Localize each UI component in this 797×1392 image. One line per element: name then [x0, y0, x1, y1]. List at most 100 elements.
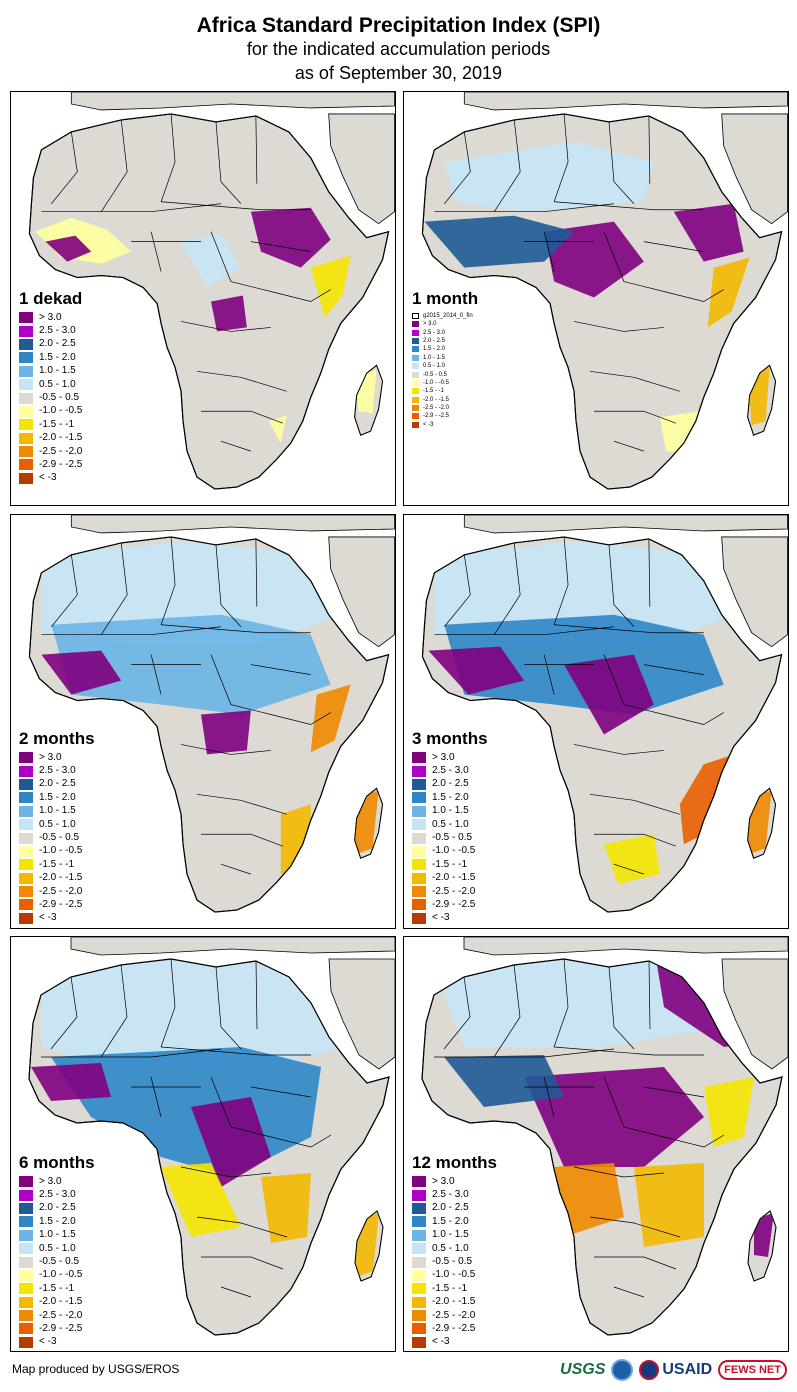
legend-label: 0.5 - 1.0	[432, 818, 469, 830]
country-border	[201, 833, 283, 847]
legend-swatch	[19, 1269, 33, 1281]
country-border	[603, 654, 664, 715]
legend-row: > 3.0	[19, 751, 95, 764]
legend-label: 2.0 - 2.5	[432, 778, 469, 790]
map-panel: 1 dekad > 3.0 2.5 - 3.0 2.0 - 2.5 1.5 - 2.0 1…	[10, 91, 396, 506]
spi-anomaly-patch	[603, 834, 660, 885]
country-border	[161, 201, 311, 211]
noaa-logo	[611, 1359, 634, 1381]
legend-swatch	[412, 819, 426, 831]
legend-label: -0.5 - 0.5	[39, 1256, 80, 1268]
panel-title: 1 dekad	[19, 289, 83, 308]
legend-label: 1.0 - 1.5	[432, 805, 469, 817]
fewsnet-logo: FEWS NET	[718, 1360, 787, 1380]
legend-swatch	[19, 832, 33, 844]
legend-swatch	[412, 371, 419, 378]
legend-label: -2.0 - -1.5	[39, 432, 83, 444]
legend-row: 1.0 - 1.5	[412, 1229, 497, 1242]
country-border	[270, 712, 331, 725]
coastline	[28, 958, 390, 1336]
spi-anomaly-patch	[250, 207, 331, 268]
legend-row: -1.5 - -1	[412, 1282, 497, 1295]
legend-swatch	[19, 365, 33, 377]
legend-row: 1.5 - 2.0	[412, 791, 488, 804]
spi-anomaly-patch	[310, 255, 351, 318]
europe-landmass	[70, 937, 395, 956]
country-border	[643, 664, 704, 675]
legend-label: < -3	[432, 1336, 450, 1348]
country-border	[608, 121, 635, 204]
map-panel: 6 months > 3.0 2.5 - 3.0 2.0 - 2.5 1.5 - 2.0…	[10, 936, 396, 1352]
legend-swatch	[19, 1323, 33, 1335]
legend-label: -2.9 - -2.5	[39, 898, 83, 910]
legend-swatch	[412, 1336, 426, 1348]
spi-anomaly-layer	[31, 959, 379, 1277]
legend-label: 0.5 - 1.0	[39, 1242, 76, 1254]
legend-label: -0.5 - 0.5	[432, 832, 473, 844]
country-border	[160, 1046, 311, 1056]
country-border	[196, 793, 287, 815]
legend-row: -0.5 - 0.5	[19, 1255, 95, 1268]
country-border	[493, 542, 521, 635]
legend-label: 2.0 - 2.5	[39, 778, 76, 790]
legend-swatch	[19, 472, 33, 484]
legend-row: -2.9 - -2.5	[19, 458, 82, 471]
legend-row: -2.5 - -2.0	[19, 1309, 95, 1322]
legend-swatch	[412, 1310, 426, 1322]
legend-swatch	[412, 752, 426, 764]
legend-row: 1.5 - 2.0	[412, 345, 478, 353]
legend-swatch	[412, 1269, 426, 1281]
country-border	[150, 1076, 162, 1118]
legend-swatch	[19, 792, 33, 804]
legend-row: -1.0 - -0.5	[412, 379, 478, 387]
legend-label: -2.5 - -2.0	[432, 885, 476, 897]
spi-anomaly-patch	[754, 1213, 774, 1257]
country-border	[553, 113, 569, 202]
legend-swatch	[412, 421, 419, 428]
country-border	[444, 131, 471, 204]
legend-swatch	[19, 752, 33, 764]
country-border	[161, 624, 311, 634]
legend-label: -2.0 - -1.5	[39, 872, 83, 884]
legend-swatch	[19, 312, 33, 324]
legend-swatch	[19, 805, 33, 817]
country-border	[554, 624, 704, 634]
country-border	[270, 1134, 332, 1148]
legend-label: -2.0 - -1.5	[432, 1296, 476, 1308]
legend-swatch	[19, 819, 33, 831]
legend-label: 2.0 - 2.5	[39, 1202, 76, 1214]
map-date: as of September 30, 2019	[294, 63, 503, 83]
map-legend: 6 months > 3.0 2.5 - 3.0 2.0 - 2.5 1.5 - 2.0…	[19, 1153, 95, 1349]
legend-row: -2.5 - -2.0	[19, 885, 95, 898]
legend-row: -2.5 - -2.0	[412, 404, 478, 412]
legend-swatch	[412, 845, 426, 857]
legend-swatch	[412, 872, 426, 884]
country-border	[603, 231, 664, 292]
legend-swatch	[19, 419, 33, 431]
legend-swatch	[19, 912, 33, 924]
legend-row: -1.5 - -1	[19, 418, 82, 431]
legend-swatch	[412, 346, 419, 353]
coastline	[421, 958, 783, 1336]
legend-row: 2.0 - 2.5	[412, 337, 478, 345]
legend-row: < -3	[412, 421, 478, 429]
legend-row: -0.5 - 0.5	[412, 1255, 497, 1268]
country-border	[41, 203, 221, 213]
legend-label: 2.0 - 2.5	[432, 1202, 469, 1214]
legend-label: -1.0 - -0.5	[39, 405, 83, 417]
legend-swatch	[19, 1176, 33, 1188]
legend-label: 1.0 - 1.5	[39, 805, 76, 817]
legend-swatch	[19, 845, 33, 857]
legend-swatch	[412, 765, 426, 777]
legend-row: < -3	[412, 1336, 497, 1349]
country-border	[41, 1048, 222, 1058]
legend-row: 1.0 - 1.5	[412, 805, 488, 818]
map-panel: 1 month g2015_2014_0_fin > 3.0 2.5 - 3.0 2.0…	[403, 91, 789, 506]
legend-label: > 3.0	[39, 751, 62, 763]
legend-row: 2.0 - 2.5	[412, 778, 488, 791]
country-border	[160, 958, 176, 1048]
country-border	[180, 1166, 272, 1178]
europe-landmass	[70, 515, 395, 534]
legend-swatch	[412, 405, 419, 412]
country-border	[201, 1256, 284, 1270]
